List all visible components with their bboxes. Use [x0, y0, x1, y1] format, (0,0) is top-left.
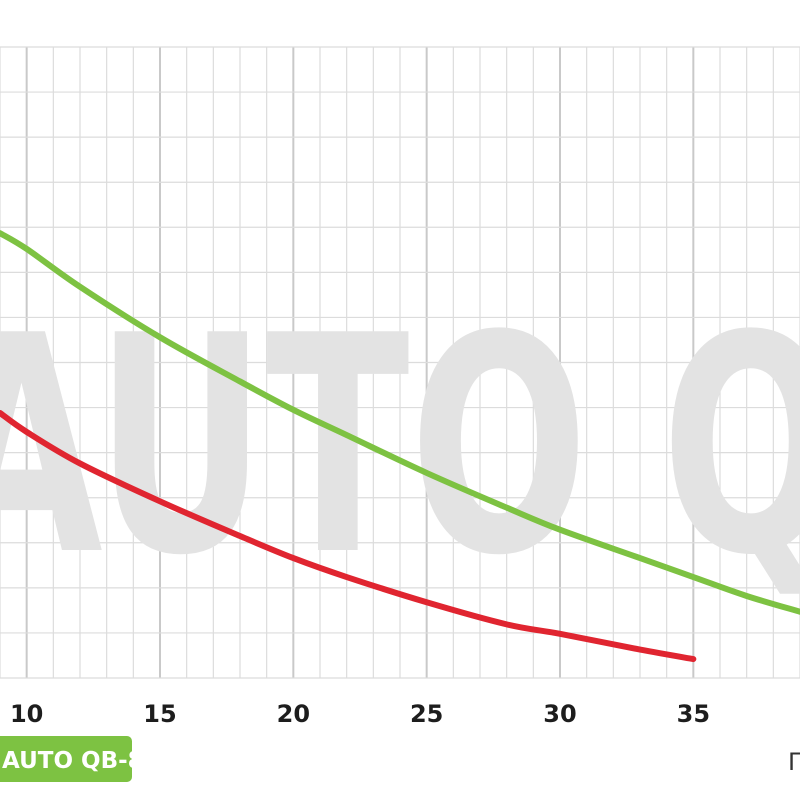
- series-line-green: [0, 230, 800, 615]
- x-tick-label: 35: [677, 700, 710, 728]
- x-tick-label: 30: [543, 700, 576, 728]
- series-layer: [0, 230, 800, 663]
- legend: AUTO QB-80: [0, 736, 160, 782]
- x-axis-ticks: 10 15 20 25 30 35: [10, 700, 710, 728]
- corner-label: Г: [788, 748, 800, 776]
- legend-label: AUTO QB-80: [2, 748, 160, 774]
- series-line-red: [0, 409, 697, 663]
- x-tick-label: 20: [277, 700, 310, 728]
- chart-grid: [0, 46, 800, 679]
- legend-badge: [0, 736, 132, 782]
- x-tick-label: 25: [410, 700, 443, 728]
- watermark-text: AUTO Q: [0, 272, 800, 621]
- x-tick-label: 10: [10, 700, 43, 728]
- x-tick-label: 15: [143, 700, 176, 728]
